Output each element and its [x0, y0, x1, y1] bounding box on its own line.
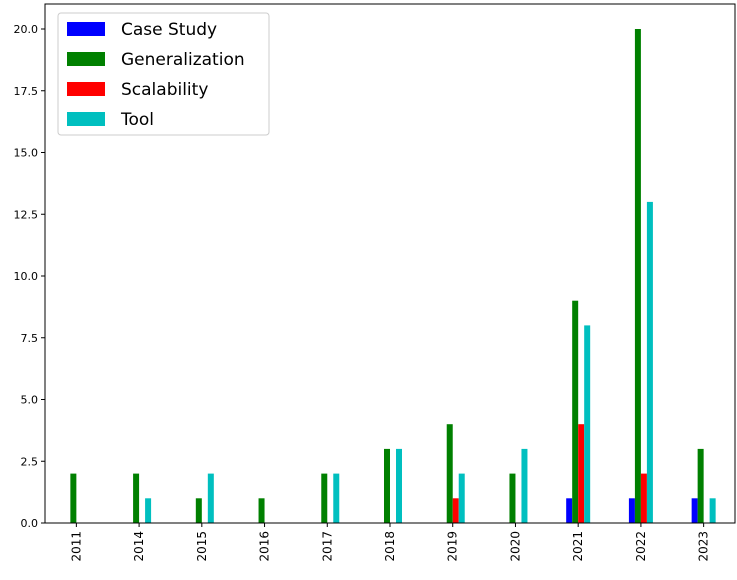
y-tick-label: 5.0	[21, 394, 39, 407]
bar-tool-2019	[458, 473, 465, 523]
bar-generalization-2020	[509, 473, 516, 523]
bar-generalization-2011	[70, 473, 77, 523]
x-tick-label: 2016	[258, 531, 272, 562]
bar-generalization-2023	[697, 448, 704, 523]
legend-label-generalization: Generalization	[121, 50, 245, 70]
bar-tool-2018	[396, 448, 402, 523]
y-tick-label: 7.5	[21, 332, 39, 345]
bar-generalization-2015	[195, 498, 202, 523]
legend-label-case-study: Case Study	[121, 20, 217, 40]
bar-scalability-2022	[640, 473, 647, 523]
bar-case-study-2022	[628, 498, 635, 523]
legend: Case Study Generalization Scalability Tool	[57, 12, 270, 136]
bar-generalization-2014	[133, 473, 140, 523]
bar-scalability-2021	[578, 424, 585, 523]
bar-generalization-2022	[634, 29, 641, 523]
bar-case-study-2023	[691, 498, 698, 523]
x-tick-label: 2023	[697, 531, 711, 562]
x-tick-label: 2020	[508, 531, 522, 562]
bar-generalization-2017	[321, 473, 328, 523]
legend-swatch-scalability	[67, 82, 105, 96]
bar-tool-2022	[646, 201, 653, 523]
legend-swatch-tool	[67, 112, 105, 126]
bar-tool-2023	[709, 498, 716, 523]
bar-generalization-2019	[446, 424, 453, 523]
bar-tool-2020	[521, 448, 528, 523]
y-tick-label: 0.0	[21, 517, 39, 530]
legend-swatch-generalization	[67, 52, 105, 66]
bar-case-study-2021	[566, 498, 573, 523]
bar-generalization-2018	[384, 448, 390, 523]
bar-tool-2017	[333, 473, 340, 523]
bar-scalability-2019	[452, 498, 459, 523]
x-tick-label: 2017	[320, 531, 334, 562]
x-tick-label: 2014	[132, 531, 146, 562]
x-tick-label: 2021	[571, 531, 585, 562]
y-axis: 0.0 2.5 5.0 7.5 10.0 12.5 15.0 17.5 20.0	[14, 23, 45, 530]
y-tick-label: 20.0	[14, 23, 39, 36]
bar-tool-2021	[584, 325, 591, 523]
legend-label-scalability: Scalability	[121, 80, 208, 100]
y-tick-label: 17.5	[14, 85, 39, 98]
y-tick-label: 10.0	[14, 270, 39, 283]
bar-generalization-2021	[572, 300, 579, 523]
bar-tool-2015	[207, 473, 214, 523]
bars-layer	[70, 29, 716, 523]
x-tick-label: 2011	[69, 531, 83, 562]
x-tick-label: 2019	[446, 531, 460, 562]
y-tick-label: 15.0	[14, 147, 39, 160]
x-axis: 2011 2014 2015 2016 2017 2018 2019 2020 2021 2022…	[69, 523, 711, 562]
x-tick-label: 2015	[195, 531, 209, 562]
y-tick-label: 2.5	[21, 455, 39, 468]
legend-label-tool: Tool	[120, 110, 154, 130]
bar-tool-2014	[145, 498, 152, 523]
x-tick-label: 2018	[383, 531, 397, 562]
legend-box	[57, 12, 270, 136]
bar-generalization-2016	[258, 498, 265, 523]
legend-swatch-case-study	[67, 22, 105, 36]
x-tick-label: 2022	[634, 531, 648, 562]
y-tick-label: 12.5	[14, 208, 39, 221]
